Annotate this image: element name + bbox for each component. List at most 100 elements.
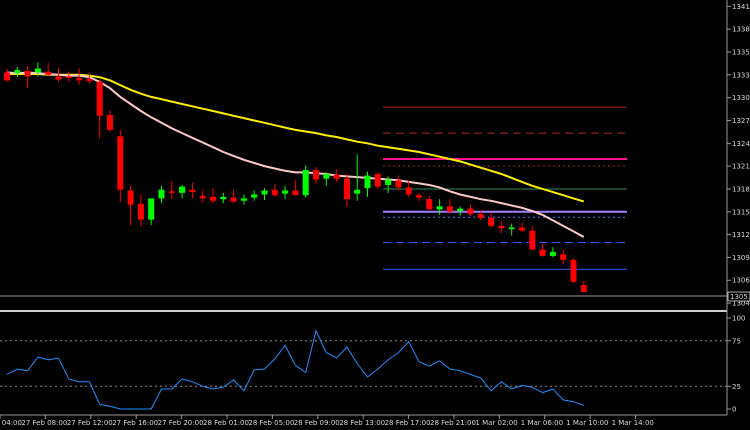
- price-tick-label: 1327.2: [732, 117, 750, 125]
- price-tick-label: 1318.5: [732, 185, 750, 193]
- candle: [271, 184, 278, 197]
- indicator-tick-label: 0: [732, 406, 736, 414]
- time-tick-label: 28 Feb 13:00: [339, 419, 385, 427]
- candle: [323, 172, 330, 186]
- price-tick-label: 1306.9: [732, 277, 750, 285]
- candle: [519, 222, 525, 233]
- candle: [467, 204, 474, 217]
- price-tick-label: 1304.0: [732, 300, 750, 308]
- time-tick-label: 27 Feb 16:00: [112, 419, 158, 427]
- candle: [457, 206, 464, 216]
- candle: [446, 199, 453, 214]
- candle: [302, 165, 309, 198]
- candle: [405, 181, 412, 197]
- moving-averages: [6, 71, 585, 238]
- candle: [508, 223, 515, 236]
- current-price-box: [727, 291, 750, 302]
- candle: [364, 171, 371, 197]
- candle: [4, 68, 10, 82]
- indicator-tick-label: 75: [732, 337, 741, 345]
- candle: [240, 194, 247, 205]
- candle: [570, 258, 577, 284]
- candle: [498, 221, 505, 234]
- candle: [55, 67, 62, 82]
- time-tick-label: 1 Mar 14:00: [612, 419, 654, 427]
- time-tick-label: 28 Feb 17:00: [385, 419, 431, 427]
- price-tick-label: 1309.8: [732, 254, 750, 262]
- candle: [343, 173, 350, 208]
- time-tick-label: 28 Feb 09:00: [294, 419, 340, 427]
- candle: [127, 185, 134, 226]
- price-tick-label: 1324.3: [732, 140, 750, 148]
- candle: [24, 66, 31, 89]
- candle: [189, 182, 196, 199]
- price-tick-label: 1321.4: [732, 163, 750, 171]
- candle: [374, 172, 381, 189]
- candle: [488, 212, 495, 228]
- candle: [395, 175, 402, 191]
- price-axis: 1341.7 1338.8 1335.9 1333.0 1330.1 1327.2 1324…: [727, 3, 750, 308]
- time-tick-label: 1 Mar 02:00: [475, 419, 517, 427]
- price-tick-label: 1335.9: [732, 49, 750, 57]
- candle: [292, 180, 299, 196]
- candle: [158, 185, 165, 204]
- candle: [14, 66, 21, 78]
- candle: [117, 129, 124, 203]
- candle: [148, 198, 155, 226]
- candle: [168, 181, 175, 200]
- candle: [210, 188, 216, 204]
- candle: [251, 190, 258, 201]
- candle: [230, 189, 237, 204]
- candle: [539, 244, 546, 257]
- candle: [179, 185, 186, 199]
- candle: [385, 176, 392, 193]
- indicator-tick-label: 100: [732, 315, 745, 323]
- candle: [354, 154, 361, 201]
- candle: [529, 226, 536, 251]
- time-tick-label: 27 Feb 08:00: [21, 419, 67, 427]
- time-tick-label: 1 Mar 10:00: [566, 419, 608, 427]
- price-tick-label: 1312.7: [732, 231, 750, 239]
- candle: [416, 192, 422, 201]
- indicator-tick-label: 25: [732, 383, 741, 391]
- time-tick-label: 28 Feb 01:00: [203, 419, 249, 427]
- ma-fast-line: [6, 71, 585, 238]
- current-price-label: 1305.4: [730, 293, 750, 301]
- price-tick-label: 1333.0: [732, 71, 750, 79]
- indicator-axis: 100 75 25 0: [727, 315, 745, 414]
- candle: [86, 73, 93, 84]
- candle: [560, 250, 567, 265]
- price-tick-label: 1341.7: [732, 3, 750, 11]
- candle: [282, 185, 289, 200]
- indicator-pane: [0, 329, 727, 410]
- time-tick-label: 28 Feb 21:00: [430, 419, 476, 427]
- price-tick-label: 1315.6: [732, 208, 750, 216]
- candle: [96, 79, 103, 139]
- candle: [220, 192, 227, 204]
- horizontal-levels: [383, 106, 627, 270]
- candlesticks: [4, 62, 587, 293]
- candle: [34, 62, 41, 77]
- time-tick-label: 27 Feb 04:00: [0, 419, 22, 427]
- candle: [436, 199, 443, 215]
- candle: [549, 247, 556, 258]
- candle: [199, 190, 206, 203]
- candle: [313, 166, 319, 184]
- indicator-line: [6, 329, 584, 410]
- candle: [477, 210, 484, 221]
- candle: [137, 194, 144, 227]
- ma-slow-line: [7, 73, 585, 203]
- price-tick-label: 1330.1: [732, 94, 750, 102]
- time-tick-label: 28 Feb 05:00: [248, 419, 294, 427]
- time-tick-label: 27 Feb 20:00: [158, 419, 204, 427]
- current-price-marker: 1305.4: [727, 291, 750, 302]
- time-tick-label: 27 Feb 12:00: [67, 419, 113, 427]
- candle: [65, 71, 72, 82]
- candle: [333, 169, 340, 182]
- candle: [580, 281, 587, 293]
- price-tick-label: 1338.8: [732, 26, 750, 34]
- candle: [107, 110, 113, 132]
